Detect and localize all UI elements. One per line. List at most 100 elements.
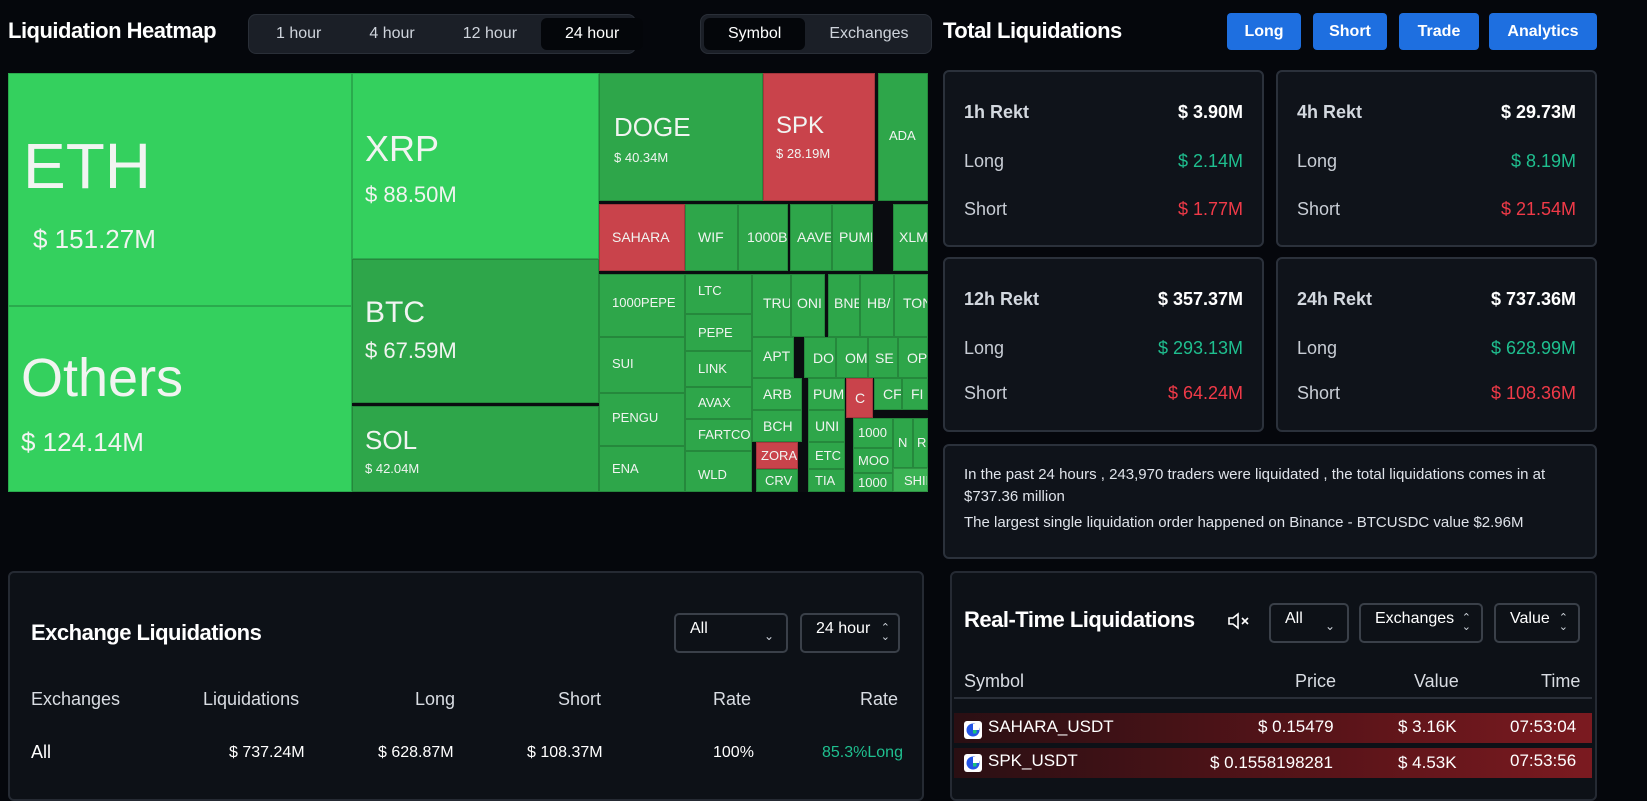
exchange-filter-select[interactable]: All ⌄ — [674, 613, 788, 653]
liquidation-summary: In the past 24 hours , 243,970 traders w… — [943, 444, 1597, 559]
card-long-value: $ 2.14M — [1177, 151, 1243, 171]
heatmap-tile-avax[interactable]: AVAX — [685, 387, 752, 419]
header-divider — [954, 697, 1592, 699]
heatmap-tile-ena[interactable]: ENA — [599, 446, 685, 492]
heatmap-tile-c[interactable]: C — [846, 378, 873, 418]
heatmap-tile-aave[interactable]: AAVE — [790, 204, 832, 271]
card-short-value: $ 64.24M — [1167, 383, 1243, 403]
trade-button[interactable]: Trade — [1399, 13, 1479, 50]
heatmap-tile-op[interactable]: OP — [898, 337, 928, 378]
tab-exchanges[interactable]: Exchanges — [829, 25, 909, 42]
short-button[interactable]: Short — [1313, 13, 1387, 50]
heatmap-tile-etc[interactable]: ETC — [808, 442, 845, 469]
row-exchange[interactable]: All — [31, 742, 52, 762]
heatmap-tile-btc[interactable]: BTC $ 67.59M — [352, 259, 599, 403]
tile-symbol: SOL — [365, 425, 418, 455]
heatmap-tile-eth[interactable]: ETH $ 151.27M — [8, 73, 352, 306]
heatmap-tile-1000-a[interactable]: 1000 — [853, 418, 893, 448]
row-symbol: SPK_USDT — [988, 751, 1078, 770]
heatmap-tile-do[interactable]: DO — [804, 337, 836, 378]
tile-symbol: ETC — [815, 448, 841, 463]
realtime-value-select[interactable]: Value ⌃ ⌄ — [1494, 603, 1580, 643]
heatmap-tile-bne[interactable]: BNE — [828, 274, 860, 337]
heatmap-tile-xlm[interactable]: XLM — [893, 204, 928, 271]
heatmap-tile-link[interactable]: LINK — [685, 351, 752, 387]
heatmap-tile-crv[interactable]: CRV — [756, 469, 798, 492]
tile-symbol: SAHARA — [612, 229, 670, 245]
table-row[interactable]: SAHARA_USDT $ 0.15479 $ 3.16K 07:53:04 — [954, 713, 1592, 743]
card-long-label: Long — [964, 338, 1005, 358]
exchange-liquidations-title: Exchange Liquidations — [31, 620, 262, 645]
time-tabs: 1 hour 4 hour 12 hour 24 hour — [248, 14, 644, 54]
analytics-button[interactable]: Analytics — [1489, 13, 1597, 50]
heatmap-tile-others[interactable]: Others $ 124.14M — [8, 306, 352, 492]
heatmap-tile-oni[interactable]: ONI — [791, 274, 825, 337]
heatmap-tile-hb[interactable]: HB/ — [860, 274, 894, 337]
heatmap-tile-apt[interactable]: APT — [752, 337, 794, 378]
tab-24-hour[interactable]: 24 hour — [541, 18, 644, 50]
tile-symbol: TON — [903, 295, 927, 311]
tab-1-hour[interactable]: 1 hour — [276, 25, 322, 42]
table-row[interactable]: SPK_USDT $ 0.1558198281 $ 4.53K 07:53:56 — [954, 748, 1592, 778]
heatmap-tile-zora[interactable]: ZORA — [756, 442, 798, 469]
long-button[interactable]: Long — [1227, 13, 1301, 50]
heatmap-tile-sol[interactable]: SOL $ 42.04M — [352, 406, 599, 492]
row-time: 07:53:56 — [1510, 751, 1577, 770]
tile-symbol: APT — [763, 348, 791, 364]
realtime-filter-select[interactable]: All ⌄ — [1269, 603, 1349, 643]
tab-symbol[interactable]: Symbol — [704, 18, 806, 50]
tile-symbol: 1000PEPE — [612, 295, 676, 310]
tile-symbol: HB/ — [867, 295, 891, 311]
row-value: $ 3.16K — [1398, 717, 1457, 736]
tile-value: $ 28.19M — [776, 146, 831, 161]
heatmap-tile-cf[interactable]: CF — [874, 378, 902, 410]
card-short-label: Short — [964, 383, 1008, 403]
heatmap-tile-se[interactable]: SE — [868, 337, 898, 378]
heatmap-tile-r[interactable]: R — [913, 418, 928, 468]
heatmap-tile-fi[interactable]: FI — [902, 378, 928, 410]
heatmap-tile-bch[interactable]: BCH — [752, 410, 802, 442]
heatmap-tile-tia[interactable]: TIA — [808, 469, 845, 492]
heatmap-tile-om[interactable]: OM — [836, 337, 868, 378]
heatmap-tile-moo[interactable]: MOO — [853, 448, 893, 473]
heatmap-tile-sahara[interactable]: SAHARA — [599, 204, 685, 271]
row-rate: 100% — [713, 744, 754, 761]
heatmap-tile-fartcoin[interactable]: FARTCOI — [685, 419, 752, 451]
heatmap-tile-spk[interactable]: SPK $ 28.19M — [763, 73, 875, 201]
heatmap-tile-pum[interactable]: PUM — [808, 378, 845, 410]
tile-symbol: SPK — [776, 112, 825, 139]
heatmap-tile-ada[interactable]: ADA — [878, 73, 928, 201]
heatmap-title: Liquidation Heatmap — [8, 18, 217, 43]
heatmap-tile-tru[interactable]: TRU — [752, 274, 791, 337]
heatmap-tile-xrp[interactable]: XRP $ 88.50M — [352, 73, 599, 259]
tile-symbol: ENA — [612, 461, 639, 476]
sort-updown-icon: ⌃ ⌄ — [1558, 612, 1568, 633]
heatmap-tile-n[interactable]: N — [893, 418, 913, 468]
heatmap-tile-1000b[interactable]: 1000B — [738, 204, 788, 271]
exchange-period-select[interactable]: 24 hour ⌃ ⌄ — [800, 613, 900, 653]
heatmap-tile-pengu[interactable]: PENGU — [599, 393, 685, 446]
chevron-down-icon: ⌄ — [763, 629, 774, 643]
heatmap-tile-sui[interactable]: SUI — [599, 337, 685, 393]
heatmap-tile-uni[interactable]: UNI — [808, 410, 845, 442]
heatmap-tile-ton[interactable]: TON — [894, 274, 928, 337]
heatmap-tile-wld[interactable]: WLD — [685, 451, 752, 492]
heatmap-tile-wif[interactable]: WIF — [685, 204, 738, 271]
heatmap-tile-doge[interactable]: DOGE $ 40.34M — [599, 73, 763, 201]
tab-4-hour[interactable]: 4 hour — [369, 25, 415, 42]
mute-icon[interactable] — [1227, 611, 1251, 631]
tile-symbol: PENGU — [612, 410, 659, 425]
heatmap-tile-1000pepe[interactable]: 1000PEPE — [599, 274, 685, 337]
heatmap-tile-pump[interactable]: PUMP — [832, 204, 873, 271]
card-label: 1h Rekt — [964, 102, 1030, 122]
heatmap-tile-shib[interactable]: SHIB — [893, 468, 928, 492]
rekt-card-24h: 24h Rekt $ 737.36M Long $ 628.99M Short $ 1… — [1276, 257, 1597, 432]
heatmap-tile-ltc[interactable]: LTC — [685, 274, 752, 314]
summary-line-1: In the past 24 hours , 243,970 traders w… — [964, 466, 1546, 505]
heatmap-tile-arb[interactable]: ARB — [752, 378, 802, 410]
realtime-exchanges-select[interactable]: Exchanges ⌃ ⌄ — [1359, 603, 1483, 643]
heatmap-tile-1000-b[interactable]: 1000 — [853, 473, 893, 492]
tab-12-hour[interactable]: 12 hour — [462, 25, 518, 42]
tile-symbol: UNI — [815, 418, 840, 434]
heatmap-tile-pepe[interactable]: PEPE — [685, 314, 752, 351]
